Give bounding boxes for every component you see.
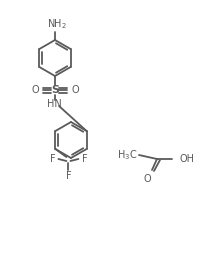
Text: O: O: [71, 85, 79, 95]
Text: HN: HN: [47, 99, 61, 109]
Text: NH$_2$: NH$_2$: [47, 17, 67, 31]
Text: F: F: [50, 154, 55, 164]
Text: F: F: [82, 154, 87, 164]
Text: S: S: [51, 85, 59, 95]
Text: OH: OH: [179, 154, 194, 164]
Text: F: F: [66, 171, 71, 181]
Text: O: O: [143, 174, 151, 184]
Text: H$_3$C: H$_3$C: [117, 148, 137, 162]
Text: O: O: [31, 85, 39, 95]
